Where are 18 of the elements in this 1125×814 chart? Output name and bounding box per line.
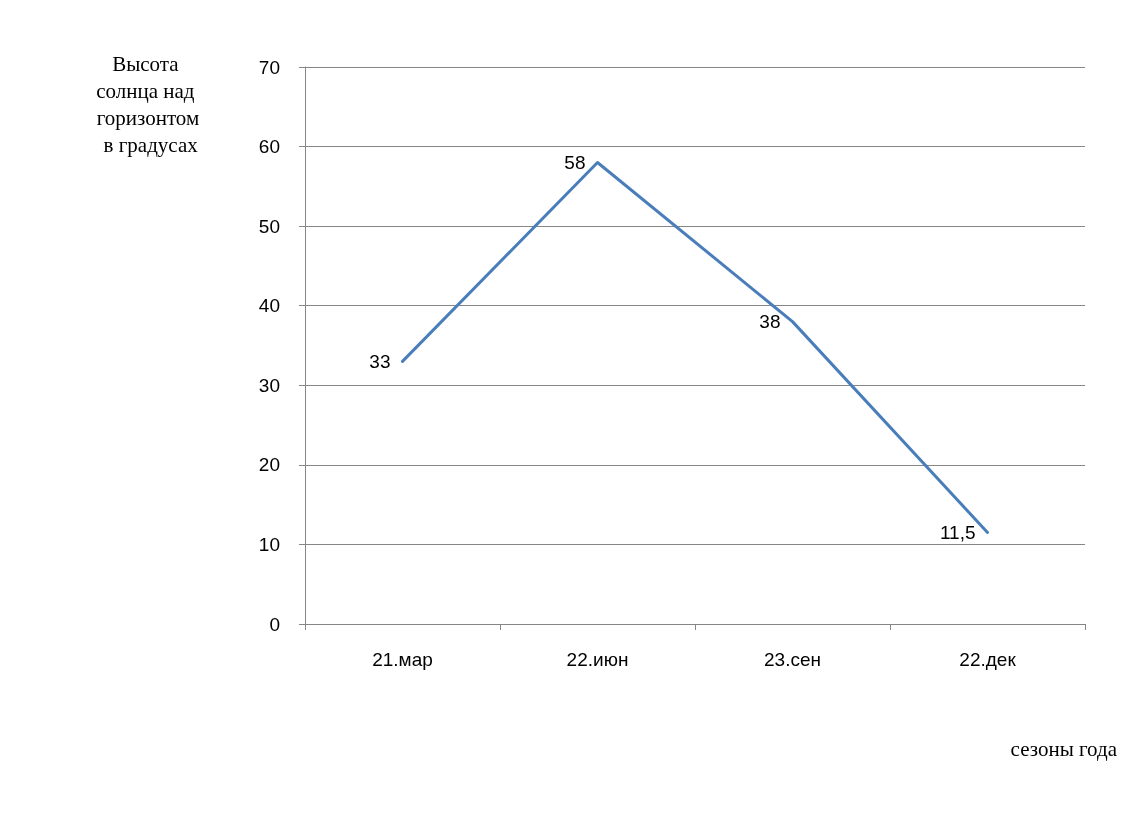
y-tick-label: 10 [258,533,280,555]
y-tick-label: 0 [269,613,280,635]
x-tick-label: 22.дек [959,649,1017,670]
y-tick-label: 40 [258,295,280,317]
x-tick-label: 23.сен [764,649,821,670]
y-axis-title: Высота солнца над горизонтом в градусах [96,51,200,157]
y-tick-label: 50 [258,215,280,237]
data-label: 11,5 [939,521,976,543]
x-axis-title: сезоны года [1010,736,1118,761]
data-label: 33 [369,350,391,372]
y-tick-label: 20 [258,454,280,476]
y-tick-label: 30 [258,374,280,396]
data-label: 58 [564,151,586,173]
y-tick-label: 60 [258,136,280,158]
x-tick-label: 22.июн [566,649,629,670]
x-tick-label: 21.мар [372,649,433,670]
y-tick-label: 70 [258,56,280,78]
data-label: 38 [759,311,781,333]
